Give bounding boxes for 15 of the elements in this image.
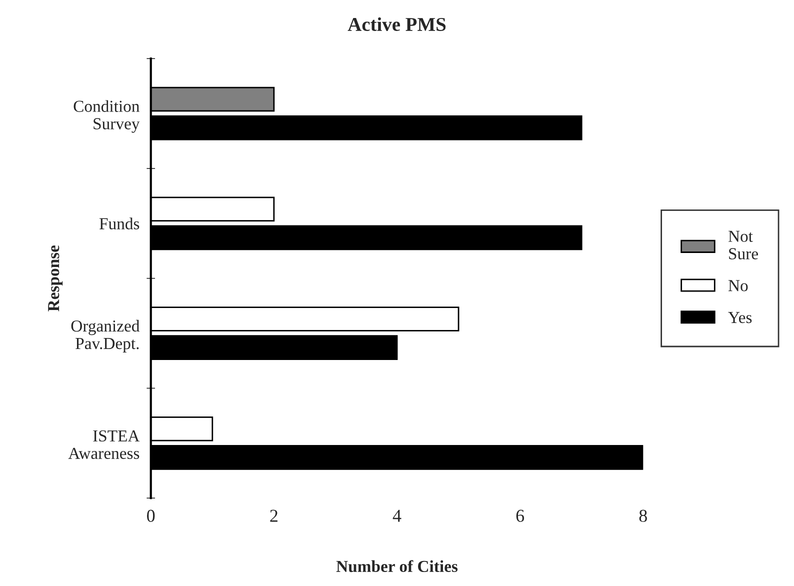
chart-title: Active PMS: [348, 17, 446, 32]
x-tick-label: 8: [639, 510, 647, 522]
y-tick-label: ISTEA Awareness: [68, 430, 140, 459]
x-tick-label: 4: [392, 510, 402, 522]
y-axis-title: Response: [48, 245, 63, 312]
x-tick-label: 0: [147, 510, 155, 522]
legend-label: Yes: [728, 312, 752, 324]
y-tick-label: Condition Survey: [74, 100, 140, 133]
legend-label: Not Sure: [728, 230, 758, 260]
x-tick-label: 2: [270, 510, 278, 522]
x-tick-label: 6: [516, 510, 524, 522]
legend-label: No: [728, 280, 748, 292]
y-tick-label: Funds: [99, 218, 140, 230]
x-axis-title: Number of Cities: [336, 560, 458, 572]
y-tick-label: Organized Pav.Dept.: [71, 320, 140, 353]
